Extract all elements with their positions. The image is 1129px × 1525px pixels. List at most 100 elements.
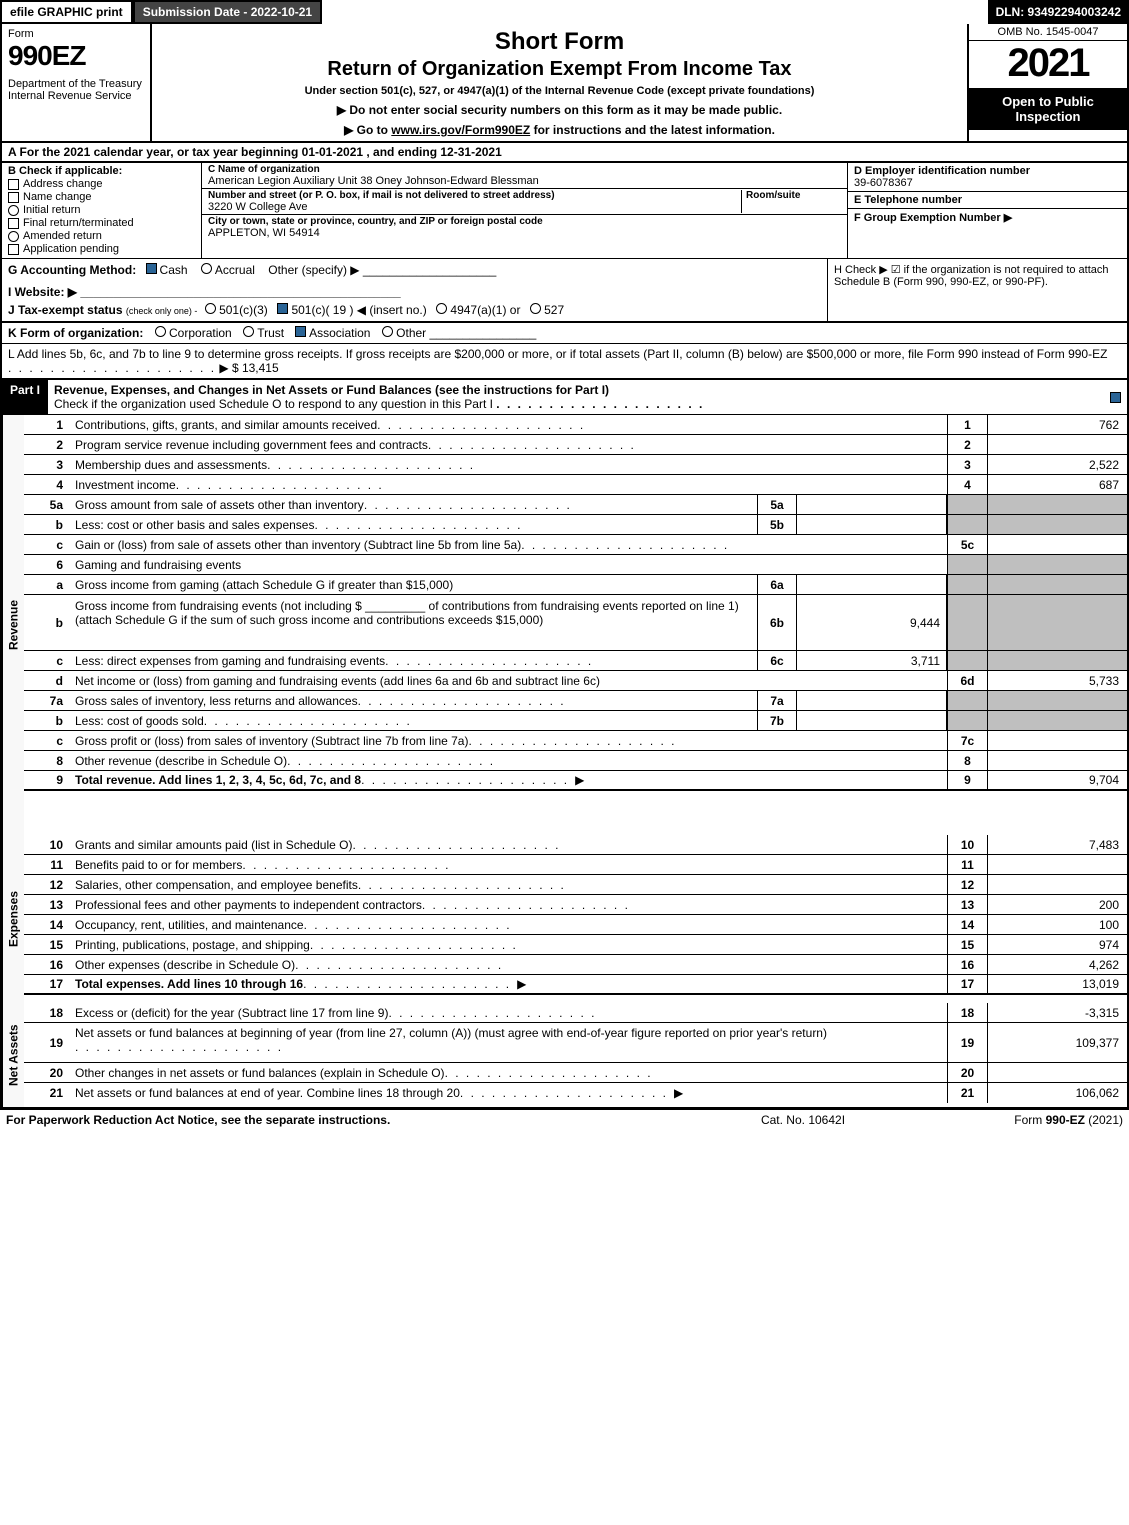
dln: DLN: 93492294003242 bbox=[988, 0, 1129, 24]
line-3: 3Membership dues and assessments32,522 bbox=[24, 455, 1127, 475]
short-form: Short Form bbox=[160, 28, 959, 56]
cb-application-pending[interactable]: Application pending bbox=[8, 243, 195, 255]
line-2: 2Program service revenue including gover… bbox=[24, 435, 1127, 455]
i-website: I Website: ▶ ___________________________… bbox=[8, 285, 821, 299]
line-6b: bGross income from fundraising events (n… bbox=[24, 595, 1127, 651]
part1-title: Revenue, Expenses, and Changes in Net As… bbox=[48, 380, 1110, 414]
line-12: 12Salaries, other compensation, and empl… bbox=[24, 875, 1127, 895]
line-20: 20Other changes in net assets or fund ba… bbox=[24, 1063, 1127, 1083]
title-block: Form 990EZ Department of the Treasury In… bbox=[0, 24, 1129, 143]
line-17: 17Total expenses. Add lines 10 through 1… bbox=[24, 975, 1127, 995]
line-4: 4Investment income4687 bbox=[24, 475, 1127, 495]
line-15: 15Printing, publications, postage, and s… bbox=[24, 935, 1127, 955]
vside-expenses: Expenses bbox=[2, 835, 24, 1003]
line-6c: cLess: direct expenses from gaming and f… bbox=[24, 651, 1127, 671]
cb-amended-return[interactable]: Amended return bbox=[8, 230, 195, 242]
c-city-label: City or town, state or province, country… bbox=[208, 216, 841, 227]
instr2-pre: ▶ Go to bbox=[344, 123, 391, 137]
cb-initial-return[interactable]: Initial return bbox=[8, 204, 195, 216]
l-val: $ 13,415 bbox=[232, 361, 279, 375]
e-label: E Telephone number bbox=[854, 194, 1121, 206]
part1-check-text: Check if the organization used Schedule … bbox=[54, 397, 493, 411]
j-o1: 501(c)(3) bbox=[219, 303, 268, 317]
c-name: C Name of organization American Legion A… bbox=[202, 163, 847, 189]
k-label: K Form of organization: bbox=[8, 326, 143, 340]
line-7b: bLess: cost of goods sold7b bbox=[24, 711, 1127, 731]
room-suite-label: Room/suite bbox=[746, 190, 841, 201]
header-spacer bbox=[322, 0, 987, 24]
col-c: C Name of organization American Legion A… bbox=[202, 163, 847, 258]
line-18: 18Excess or (deficit) for the year (Subt… bbox=[24, 1003, 1127, 1023]
f-group: F Group Exemption Number ▶ bbox=[848, 209, 1127, 226]
line-7a: 7aGross sales of inventory, less returns… bbox=[24, 691, 1127, 711]
line-7c: cGross profit or (loss) from sales of in… bbox=[24, 731, 1127, 751]
row-k: K Form of organization: Corporation Trus… bbox=[0, 323, 1129, 344]
footer: For Paperwork Reduction Act Notice, see … bbox=[0, 1109, 1129, 1130]
cb-assoc[interactable] bbox=[295, 326, 306, 337]
cb-trust[interactable] bbox=[243, 326, 254, 337]
other-label: Other (specify) ▶ bbox=[268, 263, 359, 277]
block-b-to-f: B Check if applicable: Address change Na… bbox=[0, 163, 1129, 258]
line-6: 6Gaming and fundraising events bbox=[24, 555, 1127, 575]
d-label: D Employer identification number bbox=[854, 165, 1121, 177]
open-to-public: Open to Public Inspection bbox=[969, 88, 1127, 130]
row-l: L Add lines 5b, 6c, and 7b to line 9 to … bbox=[0, 344, 1129, 380]
f-label: F Group Exemption Number ▶ bbox=[854, 211, 1121, 224]
j-o4: 527 bbox=[544, 303, 564, 317]
line-6d: dNet income or (loss) from gaming and fu… bbox=[24, 671, 1127, 691]
d-ein: D Employer identification number 39-6078… bbox=[848, 163, 1127, 192]
k-assoc: Association bbox=[309, 326, 370, 340]
cb-label: Application pending bbox=[23, 243, 119, 255]
dept: Department of the Treasury Internal Reve… bbox=[8, 78, 144, 102]
cb-4947[interactable] bbox=[436, 303, 447, 314]
form-number: 990EZ bbox=[8, 40, 144, 72]
cb-cash[interactable] bbox=[146, 263, 157, 274]
instr-ssn: ▶ Do not enter social security numbers o… bbox=[160, 103, 959, 117]
form-label: Form bbox=[8, 28, 144, 40]
k-trust: Trust bbox=[257, 326, 284, 340]
cb-label: Name change bbox=[23, 191, 92, 203]
instr-url: ▶ Go to www.irs.gov/Form990EZ for instru… bbox=[160, 123, 959, 137]
j-o3: 4947(a)(1) or bbox=[450, 303, 520, 317]
cb-label: Amended return bbox=[23, 230, 102, 242]
c-street-label: Number and street (or P. O. box, if mail… bbox=[208, 190, 741, 201]
cb-527[interactable] bbox=[530, 303, 541, 314]
line-19: 19Net assets or fund balances at beginni… bbox=[24, 1023, 1127, 1063]
org-city: APPLETON, WI 54914 bbox=[208, 227, 841, 239]
accrual-label: Accrual bbox=[215, 263, 255, 277]
part1-checkbox[interactable] bbox=[1110, 380, 1127, 414]
omb: OMB No. 1545-0047 bbox=[969, 24, 1127, 41]
cb-501c[interactable] bbox=[277, 303, 288, 314]
row-a: A For the 2021 calendar year, or tax yea… bbox=[0, 143, 1129, 163]
line-1: 1Contributions, gifts, grants, and simil… bbox=[24, 415, 1127, 435]
title-center: Short Form Return of Organization Exempt… bbox=[152, 24, 967, 141]
j-sub: (check only one) - bbox=[126, 306, 198, 316]
cb-501c3[interactable] bbox=[205, 303, 216, 314]
line-6a: aGross income from gaming (attach Schedu… bbox=[24, 575, 1127, 595]
return-title: Return of Organization Exempt From Incom… bbox=[160, 58, 959, 81]
cb-name-change[interactable]: Name change bbox=[8, 191, 195, 203]
submission-date: Submission Date - 2022-10-21 bbox=[133, 0, 322, 24]
gh-left: G Accounting Method: Cash Accrual Other … bbox=[2, 259, 827, 321]
line-16: 16Other expenses (describe in Schedule O… bbox=[24, 955, 1127, 975]
main-table: Revenue 1Contributions, gifts, grants, a… bbox=[0, 415, 1129, 1109]
cb-address-change[interactable]: Address change bbox=[8, 178, 195, 190]
cb-final-return[interactable]: Final return/terminated bbox=[8, 217, 195, 229]
c-city: City or town, state or province, country… bbox=[202, 215, 847, 240]
e-phone: E Telephone number bbox=[848, 192, 1127, 209]
c-street: Number and street (or P. O. box, if mail… bbox=[202, 189, 847, 215]
c-name-label: C Name of organization bbox=[208, 164, 841, 175]
efile-print[interactable]: efile GRAPHIC print bbox=[0, 0, 133, 24]
cash-label: Cash bbox=[160, 263, 188, 277]
line-14: 14Occupancy, rent, utilities, and mainte… bbox=[24, 915, 1127, 935]
cb-accrual[interactable] bbox=[201, 263, 212, 274]
title-right: OMB No. 1545-0047 2021 Open to Public In… bbox=[967, 24, 1127, 141]
cb-other-org[interactable] bbox=[382, 326, 393, 337]
irs-link[interactable]: www.irs.gov/Form990EZ bbox=[391, 123, 530, 137]
under-section: Under section 501(c), 527, or 4947(a)(1)… bbox=[160, 85, 959, 97]
cb-corp[interactable] bbox=[155, 326, 166, 337]
part1-label: Part I bbox=[2, 380, 48, 414]
line-5b: bLess: cost or other basis and sales exp… bbox=[24, 515, 1127, 535]
col-b: B Check if applicable: Address change Na… bbox=[2, 163, 202, 258]
tax-year: 2021 bbox=[969, 41, 1127, 86]
